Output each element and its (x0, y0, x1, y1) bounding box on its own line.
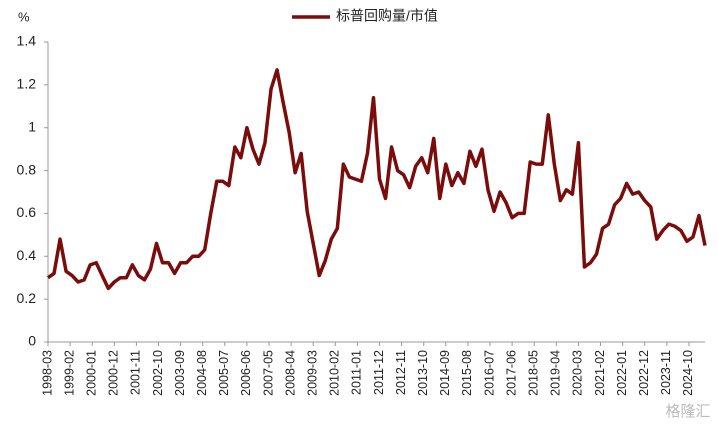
x-tick-label: 2022-12 (637, 350, 651, 396)
legend-label: 标普回购量/市值 (336, 8, 438, 24)
y-tick-label: 0.8 (17, 161, 37, 177)
x-tick-label: 2019-04 (549, 350, 563, 396)
watermark: 格隆汇 (665, 403, 710, 420)
x-tick-label: 2002-10 (151, 350, 165, 396)
y-tick-label: 1.2 (17, 76, 37, 92)
x-tick-label: 2016-07 (482, 350, 496, 396)
y-tick-label: 1.4 (17, 33, 37, 49)
x-tick-label: 2005-07 (217, 350, 231, 396)
x-tick-label: 2003-09 (173, 350, 187, 396)
x-tick-label: 2008-04 (283, 350, 297, 396)
x-tick-label: 2024-10 (681, 350, 695, 396)
x-tick-label: 2009-03 (306, 350, 320, 396)
x-tick-label: 2021-02 (593, 350, 607, 396)
x-tick-label: 1999-02 (62, 350, 76, 396)
x-tick-label: 2007-05 (261, 350, 275, 396)
y-tick-label: 0.4 (17, 247, 37, 263)
y-tick-label: 1 (28, 118, 36, 134)
x-tick-label: 2020-03 (571, 350, 585, 396)
x-tick-label: 2010-02 (328, 350, 342, 396)
x-tick-label: 2015-08 (460, 350, 474, 396)
x-tick-label: 2018-05 (527, 350, 541, 396)
y-axis-unit: % (18, 9, 30, 24)
x-tick-label: 2004-08 (195, 350, 209, 396)
x-tick-label: 2017-06 (504, 350, 518, 396)
x-tick-label: 2006-06 (239, 350, 253, 396)
x-tick-label: 2011-12 (372, 350, 386, 395)
y-tick-label: 0 (28, 333, 36, 349)
x-tick-label: 2022-01 (615, 350, 629, 396)
line (46, 68, 707, 291)
x-tick-label: 2000-01 (84, 350, 98, 396)
x-tick-label: 2012-11 (394, 350, 408, 395)
y-tick-label: 0.6 (17, 204, 37, 220)
x-tick-label: 2001-11 (129, 350, 143, 395)
x-tick-label: 2011-01 (350, 350, 364, 395)
x-tick-label: 1998-03 (40, 350, 54, 396)
x-tick-label: 2000-12 (107, 350, 121, 396)
y-tick-label: 0.2 (17, 290, 37, 306)
x-tick-label: 2023-11 (659, 350, 673, 395)
x-tick-label: 2013-10 (416, 350, 430, 396)
x-tick-label: 2014-09 (438, 350, 452, 396)
